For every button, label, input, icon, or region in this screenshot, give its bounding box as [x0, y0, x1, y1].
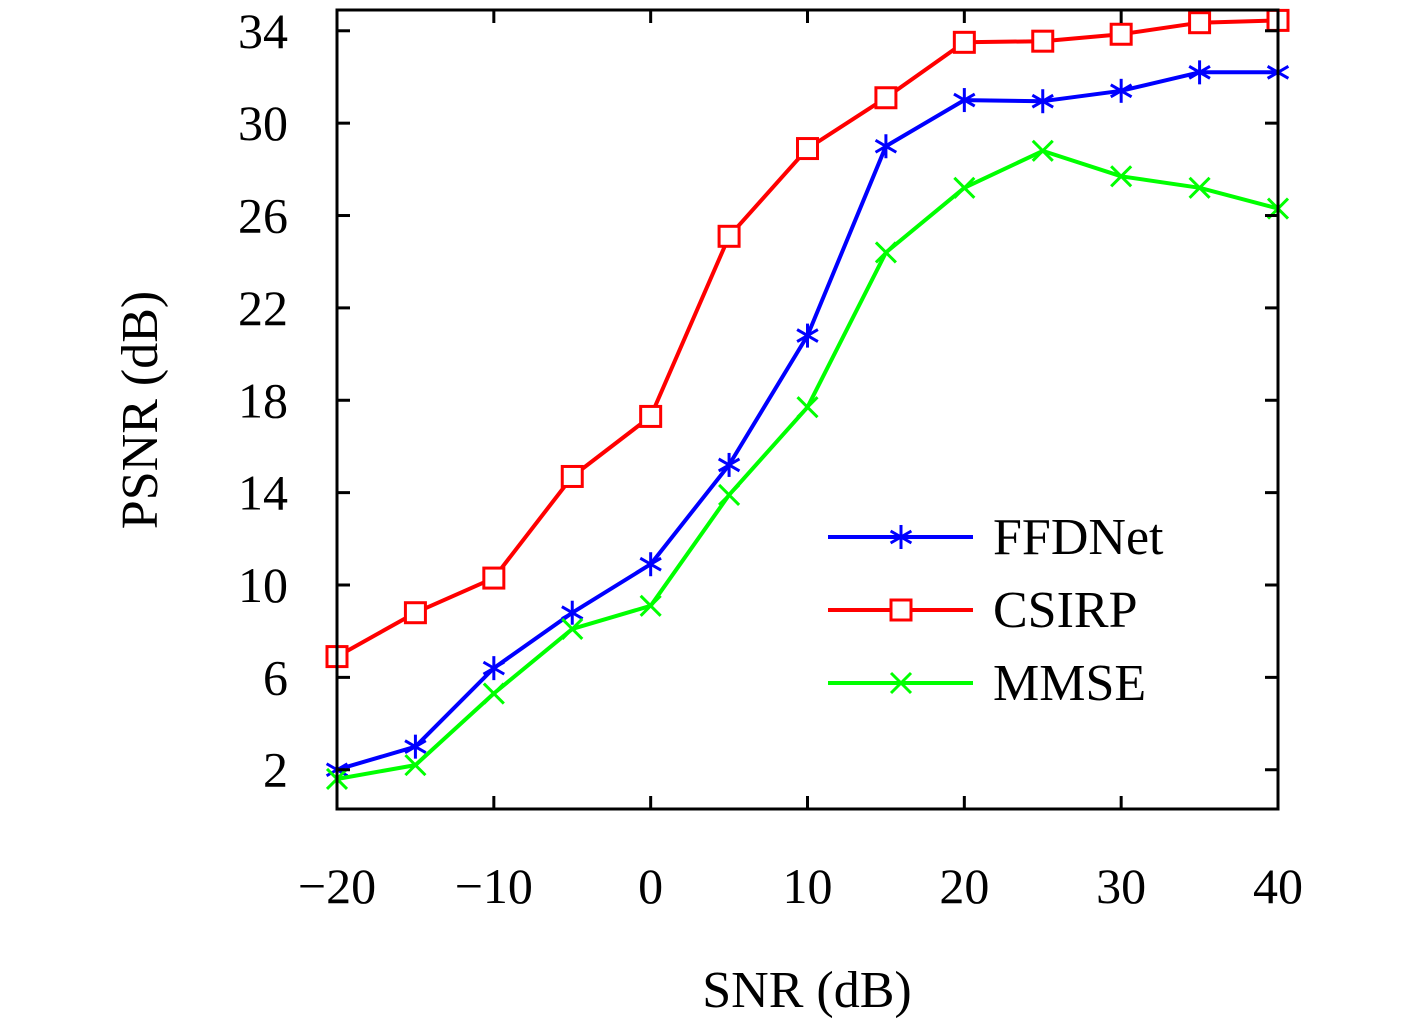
y-tick-label: 10 [238, 557, 288, 613]
data-point-csirp [1188, 11, 1212, 35]
legend-marker-csirp [889, 598, 913, 622]
x-tick-label: −10 [455, 858, 533, 914]
legend-label-mmse: MMSE [993, 655, 1146, 712]
data-point-ffdnet [639, 552, 662, 577]
legend-label-csirp: CSIRP [993, 582, 1138, 639]
data-point-mmse [482, 682, 505, 705]
x-tick-label: 30 [1096, 858, 1146, 914]
legend-entry-ffdnet: FFDNet [828, 509, 1164, 566]
data-point-ffdnet [1188, 60, 1211, 85]
data-point-csirp [403, 601, 427, 625]
data-point-ffdnet [874, 134, 898, 159]
legend-entry-csirp: CSIRP [828, 582, 1138, 639]
y-tick-label: 30 [238, 95, 288, 151]
x-tick-label: 20 [939, 858, 989, 914]
y-tick-label: 18 [238, 372, 288, 428]
legend-marker-mmse [889, 671, 913, 695]
y-tick-label: 34 [238, 3, 288, 59]
y-tick-label: 2 [263, 742, 288, 798]
data-point-csirp [952, 30, 976, 54]
x-axis-title: SNR (dB) [702, 962, 911, 1019]
y-tick-label: 22 [238, 280, 288, 336]
data-point-ffdnet [404, 734, 427, 759]
data-point-mmse [561, 617, 584, 640]
data-point-ffdnet [717, 452, 741, 477]
series-layer [325, 8, 1290, 791]
data-point-mmse [953, 176, 976, 199]
data-point-ffdnet [953, 88, 976, 113]
data-point-mmse [639, 594, 662, 617]
data-point-csirp [482, 566, 506, 590]
data-point-ffdnet [796, 323, 819, 348]
y-tick-label: 14 [238, 465, 288, 521]
data-point-mmse [718, 483, 741, 507]
data-point-mmse [404, 754, 427, 777]
x-tick-label: 40 [1253, 858, 1303, 914]
data-point-mmse [874, 241, 897, 264]
x-tick-label: 0 [638, 858, 663, 914]
data-point-csirp [717, 224, 741, 248]
data-point-mmse [1031, 139, 1054, 162]
y-tick-label: 26 [238, 188, 288, 244]
data-point-csirp [560, 464, 584, 488]
data-point-csirp [639, 404, 663, 428]
data-point-ffdnet [1110, 78, 1133, 103]
data-point-mmse [1188, 176, 1211, 199]
data-point-ffdnet [482, 656, 505, 681]
data-point-csirp [1109, 22, 1133, 46]
y-axis-title: PSNR (dB) [112, 291, 169, 529]
data-point-csirp [874, 86, 898, 110]
data-point-ffdnet [561, 600, 584, 625]
legend-entry-mmse: MMSE [828, 655, 1146, 712]
legend-marker-ffdnet [889, 525, 913, 549]
data-point-mmse [796, 396, 819, 419]
x-tick-label: 10 [783, 858, 833, 914]
y-tick-label: 6 [263, 649, 288, 705]
x-tick-label: −20 [298, 858, 376, 914]
legend-label-ffdnet: FFDNet [993, 509, 1164, 566]
legend: FFDNet CSIRP MMSE [828, 509, 1164, 712]
data-point-csirp [1031, 29, 1055, 53]
data-point-mmse [1110, 165, 1133, 188]
data-point-ffdnet [1031, 89, 1054, 114]
data-point-csirp [796, 137, 819, 161]
